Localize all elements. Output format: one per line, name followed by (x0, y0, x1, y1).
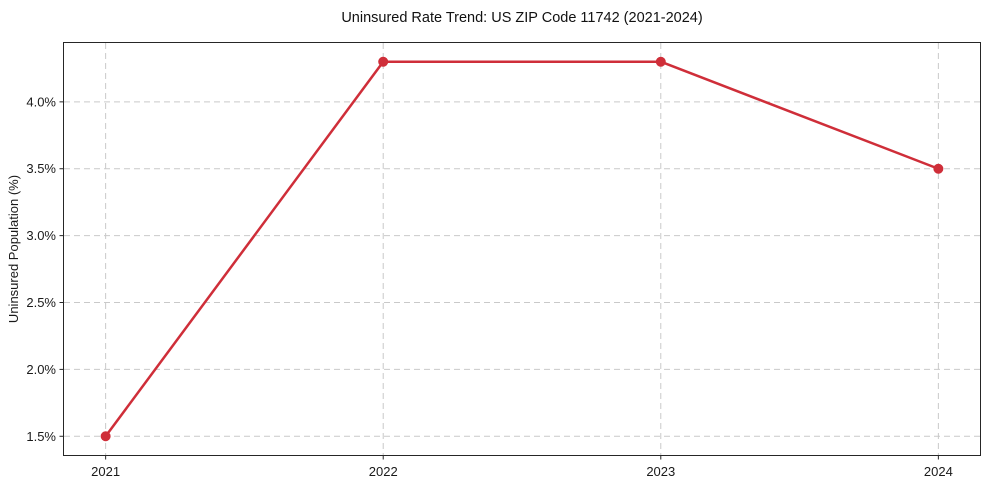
chart-title: Uninsured Rate Trend: US ZIP Code 11742 … (341, 10, 702, 26)
data-point-2021 (100, 431, 111, 442)
y-axis-label: Uninsured Population (%) (6, 175, 21, 323)
y-tick-label-2.5%: 2.5% (26, 295, 56, 310)
gridlines (64, 43, 980, 455)
y-tick-label-3.5%: 3.5% (26, 161, 56, 176)
axis-ticks (59, 101, 939, 460)
axes-spines (63, 42, 981, 456)
data-point-2022 (378, 56, 389, 67)
y-tick-label-2.0%: 2.0% (26, 362, 56, 377)
data-point-2023 (655, 56, 666, 67)
x-tick-label-2024: 2024 (924, 464, 953, 479)
trend-line (104, 60, 940, 438)
tick-labels: 1.5% 2.0% 2.5% 3.0% 3.5% 4.0% 2021 2022 2023 2024 (26, 94, 952, 479)
y-tick-label-1.5%: 1.5% (26, 429, 56, 444)
plot-border (63, 42, 981, 456)
data-series (100, 56, 944, 442)
data-point-2024 (933, 163, 944, 174)
x-tick-label-2023: 2023 (646, 464, 675, 479)
y-tick-label-4.0%: 4.0% (26, 94, 56, 109)
y-tick-label-3.0%: 3.0% (26, 228, 56, 243)
x-tick-label-2021: 2021 (91, 464, 120, 479)
x-tick-label-2022: 2022 (369, 464, 398, 479)
